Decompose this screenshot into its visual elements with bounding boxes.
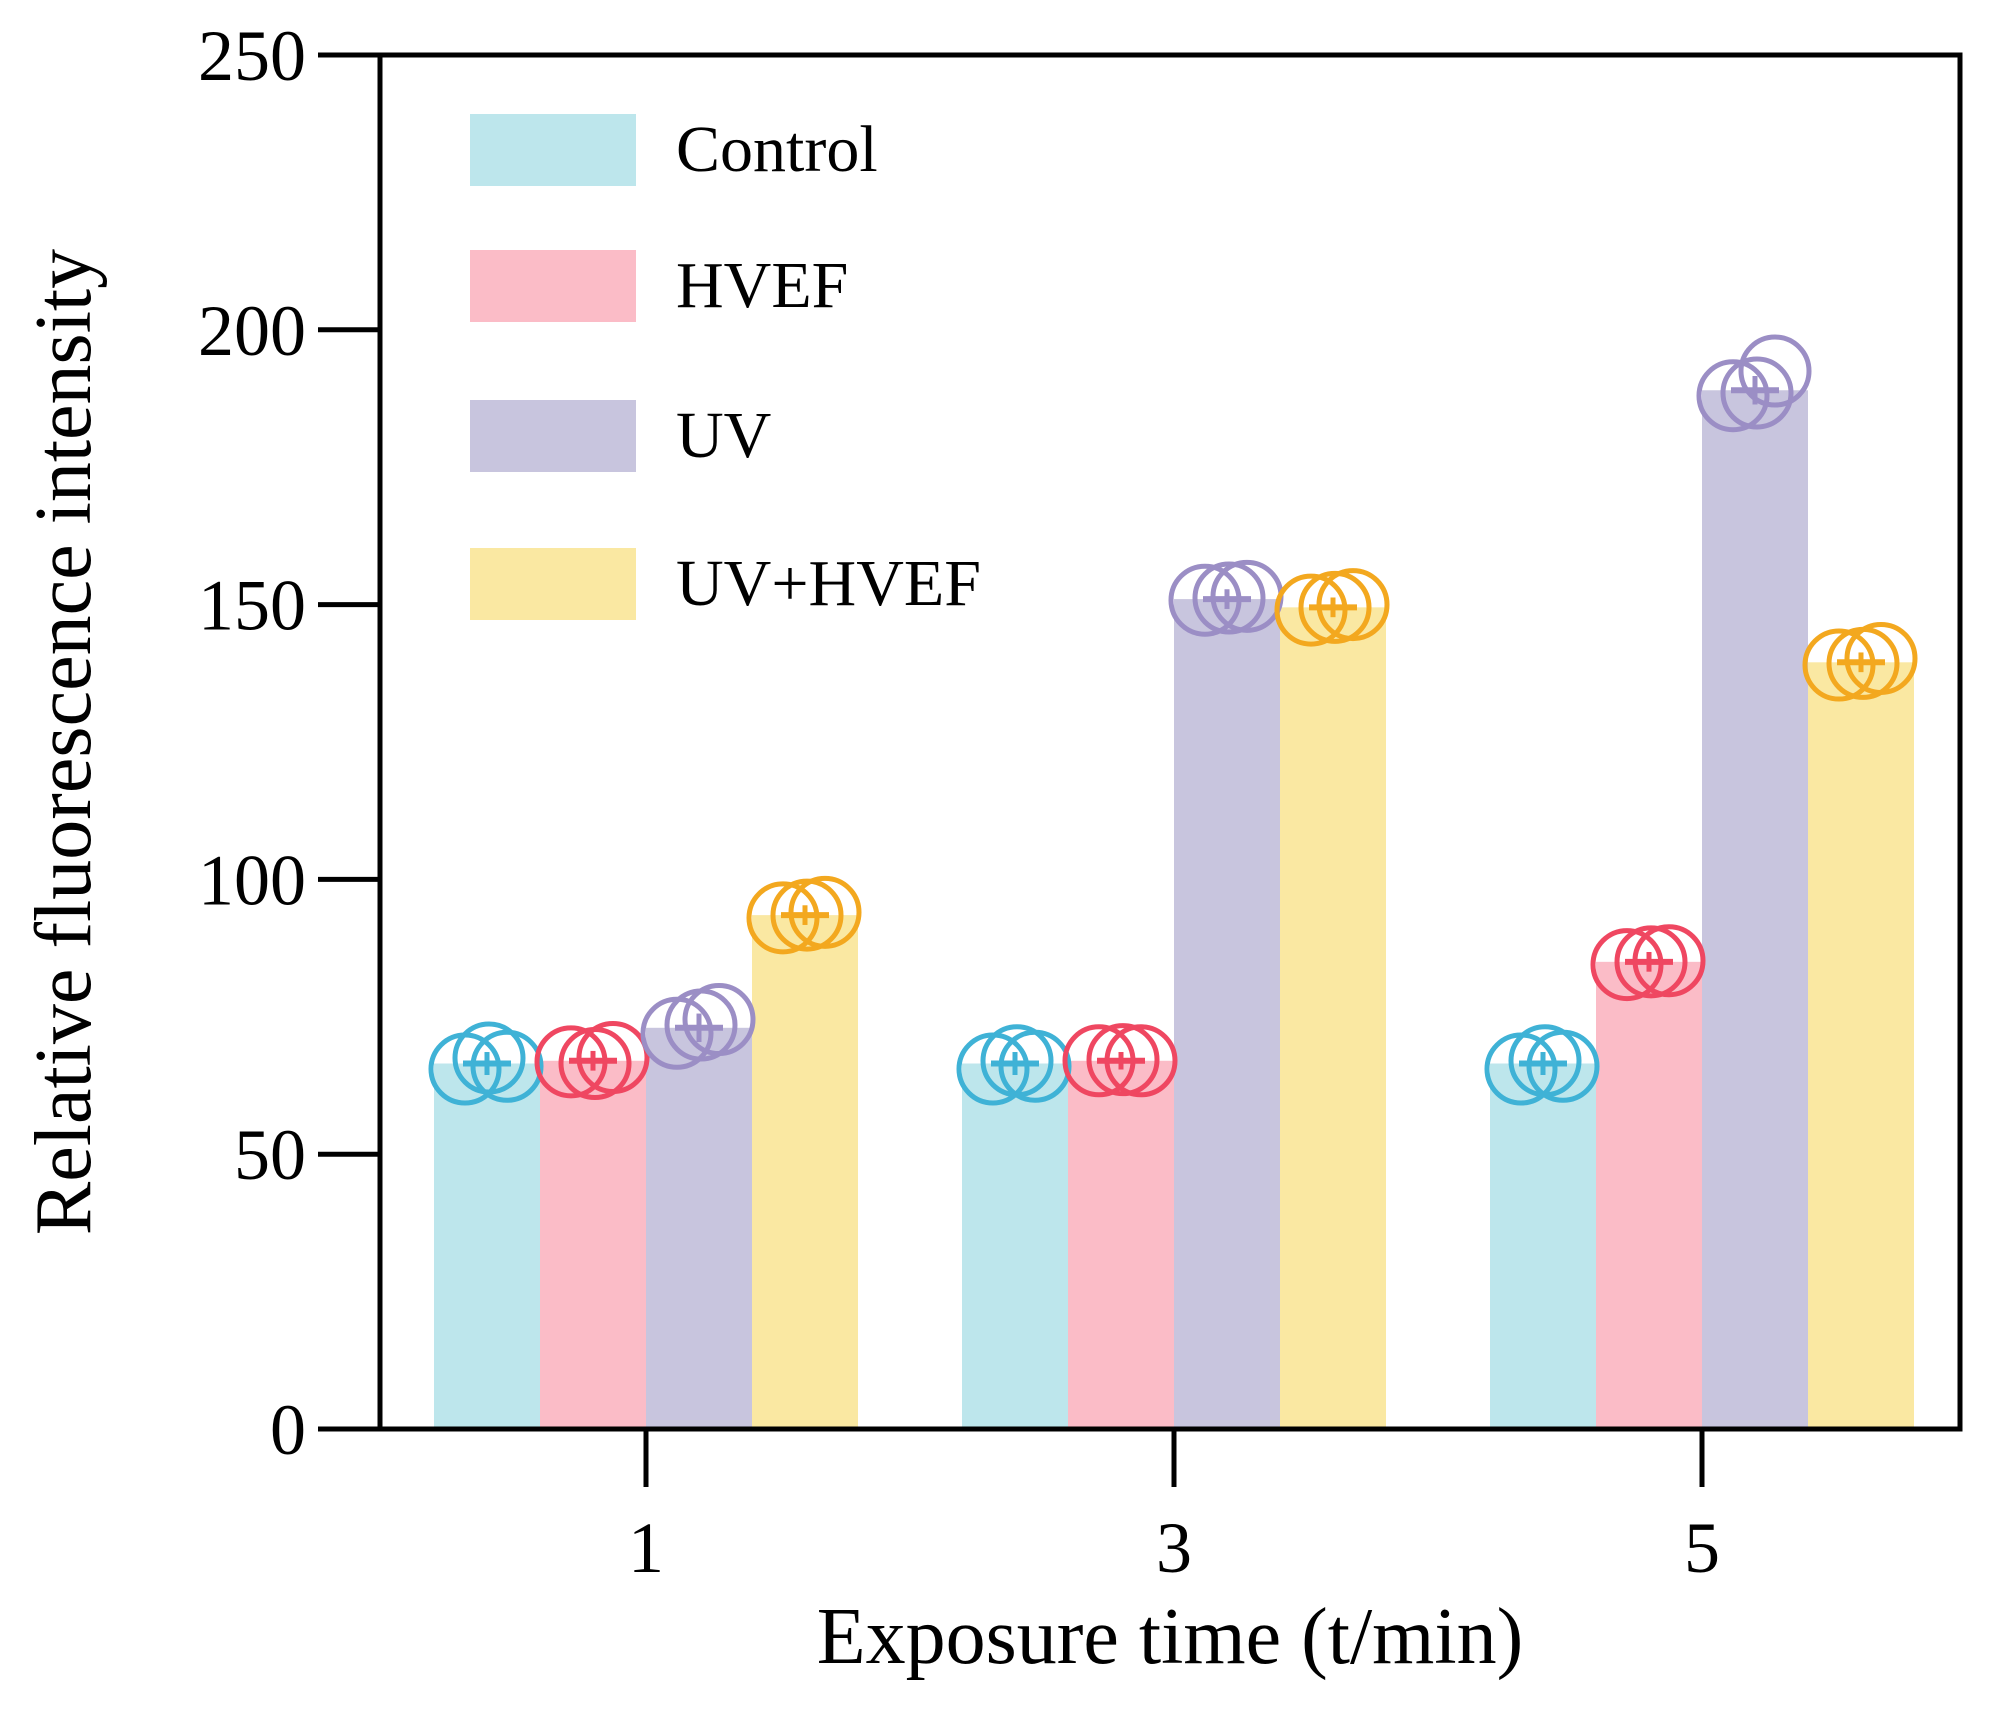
y-axis-title: Relative fluorescence intensity: [20, 249, 108, 1235]
data-point-marker: [1696, 359, 1770, 433]
legend-label-hvef: HVEF: [676, 249, 848, 322]
bar-uv-1: [646, 1027, 752, 1429]
legend: Control HVEF UV UV+HVEF: [470, 113, 981, 620]
data-point-marker: [452, 1021, 526, 1095]
data-point-marker: [1738, 334, 1812, 408]
bar-control-5: [1490, 1063, 1596, 1429]
bar-hvef-1: [540, 1060, 646, 1429]
bar-control-3: [962, 1063, 1068, 1429]
axes-layer: [377, 52, 1963, 1432]
ticks-layer: 0 50 100 150 200 250 1 3 5: [198, 16, 1720, 1588]
data-point-marker: [1826, 626, 1900, 700]
y-tick-label: 0: [270, 1390, 306, 1470]
legend-label-uv-hvef: UV+HVEF: [676, 547, 981, 620]
bars-layer: [434, 390, 1914, 1430]
bar-uv-hvef-1: [752, 915, 858, 1429]
data-point-marker: [664, 988, 738, 1062]
legend-label-control: Control: [676, 113, 878, 186]
y-tick-label: 50: [234, 1115, 306, 1195]
data-point-marker: [1508, 1024, 1582, 1098]
bar-hvef-3: [1068, 1060, 1174, 1429]
bar-uv-hvef-3: [1280, 607, 1386, 1429]
legend-swatch-uv: [470, 400, 636, 472]
data-point-marker: [1086, 1023, 1160, 1097]
data-point-marker: [1614, 925, 1688, 999]
data-point-marker: [770, 878, 844, 952]
bar-uv-3: [1174, 599, 1280, 1429]
data-point-marker: [558, 1027, 632, 1101]
legend-swatch-uv-hvef: [470, 548, 636, 620]
legend-swatch-hvef: [470, 250, 636, 322]
data-point-marker: [980, 1024, 1054, 1098]
bar-hvef-5: [1596, 961, 1702, 1429]
plot-frame: [377, 52, 1963, 1432]
x-tick-label: 1: [628, 1508, 664, 1588]
x-tick-label: 5: [1684, 1508, 1720, 1588]
bar-control-1: [434, 1063, 540, 1429]
y-tick-label: 100: [198, 840, 306, 920]
y-tick-label: 150: [198, 566, 306, 646]
bar-uv-hvef-5: [1808, 662, 1914, 1429]
x-tick-label: 3: [1156, 1508, 1192, 1588]
data-point-marker: [1192, 561, 1266, 635]
x-axis-title: Exposure time (t/min): [817, 1593, 1524, 1681]
data-point-marker: [1298, 570, 1372, 644]
bar-uv-5: [1702, 390, 1808, 1430]
y-tick-label: 200: [198, 291, 306, 371]
y-tick-label: 250: [198, 16, 306, 96]
data-point-marker: [1720, 356, 1794, 430]
legend-swatch-control: [470, 114, 636, 186]
legend-label-uv: UV: [676, 399, 771, 472]
markers-layer: [428, 334, 1918, 1106]
